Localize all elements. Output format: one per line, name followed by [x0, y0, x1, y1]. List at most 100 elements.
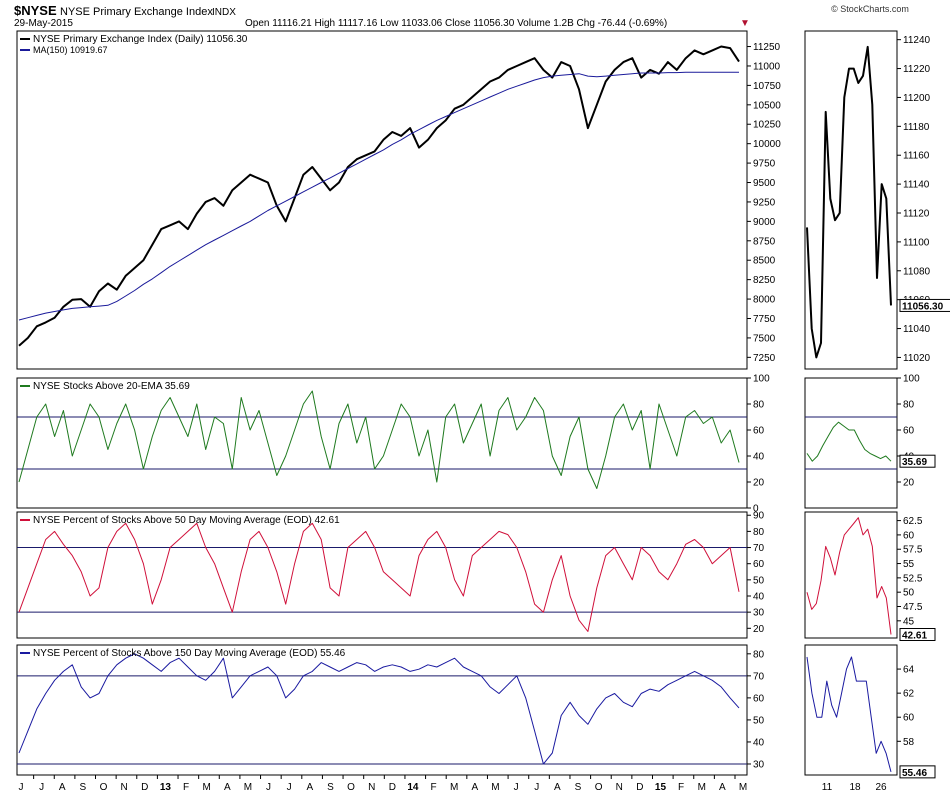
- y-tick-label: 50: [753, 715, 765, 726]
- legend-label: NYSE Primary Exchange Index (Daily) 1105…: [33, 34, 248, 45]
- month-tick-label: D: [389, 782, 396, 793]
- y-tick-label: 0: [753, 504, 759, 515]
- zoom-y-tick-label: 100: [903, 374, 920, 385]
- last-value-label: 42.61: [902, 631, 927, 642]
- y-tick-label: 70: [753, 543, 765, 554]
- month-tick-label: O: [347, 782, 355, 793]
- panel-legend: NYSE Stocks Above 20-EMA 35.69: [20, 381, 190, 392]
- series-line-1: [18, 390, 740, 489]
- zoom-y-tick-label: 55: [903, 559, 915, 570]
- zoom-y-tick-label: 11180: [903, 122, 930, 133]
- y-tick-label: 9000: [753, 217, 776, 228]
- y-tick-label: 60: [753, 426, 765, 437]
- y-tick-label: 10000: [753, 139, 781, 150]
- zoom-y-tick-label: 11240: [903, 35, 931, 46]
- month-tick-label: M: [698, 782, 706, 793]
- panel-frame: [16, 377, 748, 509]
- legend-label: NYSE Percent of Stocks Above 150 Day Mov…: [33, 648, 346, 659]
- month-tick-label: N: [368, 782, 375, 793]
- legend-label: MA(150) 10919.67: [33, 45, 108, 55]
- zoom-y-tick-label: 57.5: [903, 545, 923, 556]
- y-tick-label: 8250: [753, 275, 776, 286]
- month-tick-label: J: [266, 782, 271, 793]
- y-tick-label: 8750: [753, 236, 776, 247]
- month-tick-label: M: [491, 782, 499, 793]
- ohlc-label: Open 11116.21 High 11117.16 Low 11033.06…: [245, 18, 667, 29]
- index-name-label: NYSE Primary Exchange Index: [60, 6, 213, 18]
- zoom-y-tick-label: 11200: [903, 93, 931, 104]
- panel-legend: NYSE Primary Exchange Index (Daily) 1105…: [20, 34, 248, 55]
- month-tick-label: F: [431, 782, 437, 793]
- zoom-panel-frame: [804, 377, 898, 509]
- zoom-y-tick-label: 47.5: [903, 602, 923, 613]
- y-tick-label: 10500: [753, 100, 781, 111]
- chart-header: $NYSE NYSE Primary Exchange Index INDX 2…: [14, 3, 909, 29]
- y-tick-label: 20: [753, 624, 765, 635]
- zoom-day-label: 11: [822, 782, 833, 793]
- zoom-y-tick-label: 60: [903, 713, 915, 724]
- indicator-panel-4: 30 40 50 60 70 80 58 60 62 64 NYSE Percent of Stoc…: [16, 644, 936, 779]
- zoom-panel-frame: [804, 644, 898, 776]
- series-line-2: [18, 71, 739, 321]
- month-tick-label: 13: [160, 782, 172, 793]
- month-tick-label: A: [306, 782, 313, 793]
- zoom-y-tick-label: 62.5: [903, 516, 923, 527]
- y-tick-label: 10250: [753, 120, 781, 131]
- month-tick-label: J: [39, 782, 44, 793]
- zoom-panel-frame: [804, 511, 898, 639]
- y-tick-label: 30: [753, 608, 765, 619]
- zoom-day-label: 26: [875, 782, 887, 793]
- y-tick-label: 80: [753, 400, 765, 411]
- month-tick-label: 14: [407, 782, 419, 793]
- y-tick-label: 40: [753, 592, 765, 603]
- zoom-y-tick-label: 11100: [903, 237, 930, 248]
- zoom-y-tick-label: 20: [903, 478, 915, 489]
- exchange-label: INDX: [212, 7, 236, 18]
- legend-label: NYSE Stocks Above 20-EMA 35.69: [33, 381, 190, 392]
- series-line-1: [18, 522, 740, 632]
- y-tick-label: 80: [753, 649, 765, 660]
- legend-label: NYSE Percent of Stocks Above 50 Day Movi…: [33, 515, 340, 526]
- month-tick-label: S: [80, 782, 87, 793]
- y-tick-label: 7750: [753, 314, 776, 325]
- month-tick-label: N: [121, 782, 128, 793]
- month-tick-label: S: [327, 782, 334, 793]
- y-tick-label: 40: [753, 452, 765, 463]
- chart-date-label: 29-May-2015: [14, 18, 73, 29]
- month-tick-label: M: [244, 782, 252, 793]
- zoom-y-tick-label: 11080: [903, 266, 931, 277]
- zoom-day-label: 18: [849, 782, 861, 793]
- month-tick-label: 15: [655, 782, 667, 793]
- month-tick-label: M: [739, 782, 747, 793]
- y-tick-label: 7250: [753, 353, 776, 364]
- y-tick-label: 11250: [753, 42, 781, 53]
- indicator-panel-3: 20 30 40 50 60 70 80 90 45 47.5 50 52.5 55 57.5 60 62.5…: [16, 511, 936, 642]
- zoom-y-tick-label: 60: [903, 530, 915, 541]
- last-value-badge: [899, 628, 936, 642]
- chart-panels: 7250 7500 7750 8000 8250 8500 8750 9000 9250 9500…: [16, 30, 950, 779]
- zoom-series-line: [806, 517, 892, 635]
- y-tick-label: 8000: [753, 295, 776, 306]
- y-tick-label: 9500: [753, 178, 776, 189]
- zoom-y-tick-label: 62: [903, 689, 915, 700]
- month-tick-label: A: [554, 782, 561, 793]
- y-tick-label: 100: [753, 374, 770, 385]
- symbol-label[interactable]: $NYSE: [14, 3, 57, 18]
- y-tick-label: 90: [753, 511, 765, 522]
- panel-legend: NYSE Percent of Stocks Above 50 Day Movi…: [20, 515, 340, 526]
- zoom-series-line: [806, 656, 892, 773]
- y-tick-label: 60: [753, 559, 765, 570]
- y-tick-label: 70: [753, 671, 765, 682]
- zoom-y-tick-label: 50: [903, 588, 915, 599]
- zoom-y-tick-label: 60: [903, 426, 915, 437]
- indicator-panel-1: 7250 7500 7750 8000 8250 8500 8750 9000 9250 9500…: [16, 30, 950, 370]
- zoom-y-tick-label: 11220: [903, 64, 931, 75]
- zoom-y-tick-label: 80: [903, 400, 915, 411]
- y-tick-label: 50: [753, 575, 765, 586]
- stockcharts-watermark[interactable]: © StockCharts.com: [831, 4, 909, 14]
- y-tick-label: 8500: [753, 256, 776, 267]
- last-value-badge: [899, 765, 936, 779]
- last-value-label: 11056.30: [902, 301, 944, 312]
- y-tick-label: 20: [753, 478, 765, 489]
